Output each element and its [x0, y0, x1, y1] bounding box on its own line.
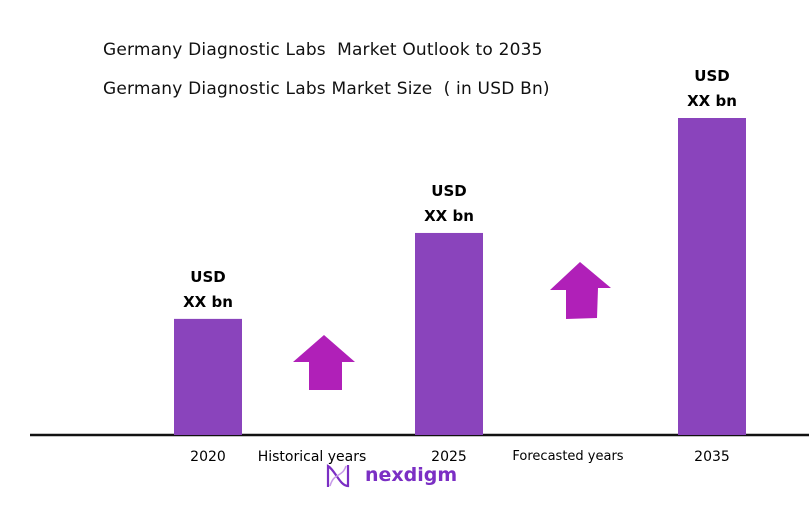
- bar-2035: [678, 118, 746, 435]
- up-arrow-icon: [550, 262, 611, 319]
- logo-text: nexdigm: [365, 464, 457, 486]
- data-label-line1: USD: [694, 67, 729, 85]
- x-tick-label: 2025: [431, 449, 467, 465]
- data-label-line2: XX bn: [687, 92, 737, 110]
- bar-2025: [415, 232, 483, 435]
- chart-title: Germany Diagnostic Labs Market Outlook t…: [103, 40, 543, 60]
- chart-subtitle: Germany Diagnostic Labs Market Size ( in…: [103, 79, 550, 99]
- x-tick-label: 2020: [190, 449, 226, 465]
- nexdigm-logo: nexdigm: [326, 464, 457, 488]
- data-label-line1: USD: [190, 268, 225, 286]
- logo-wave-icon: [326, 464, 350, 488]
- up-arrow-icon: [293, 335, 355, 390]
- bar-2020: [174, 318, 242, 435]
- data-label-line1: USD: [431, 182, 466, 200]
- data-label-line2: XX bn: [424, 207, 474, 225]
- annotation-forecasted: Forecasted years: [512, 449, 623, 464]
- data-label-line2: XX bn: [183, 293, 233, 311]
- annotation-historical: Historical years: [258, 449, 367, 465]
- x-tick-label: 2035: [694, 449, 730, 465]
